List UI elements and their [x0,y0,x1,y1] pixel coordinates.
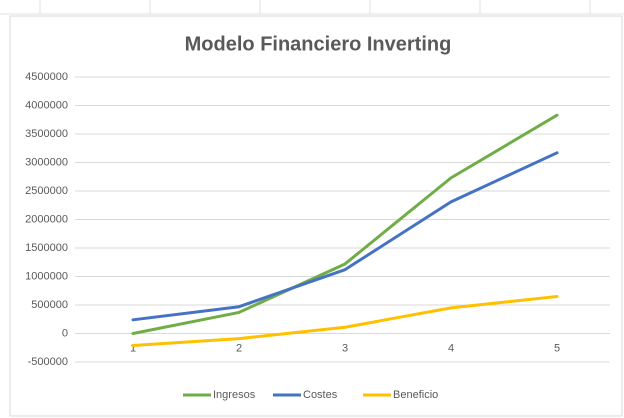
x-tick-label: 3 [342,342,348,354]
x-tick-label: 5 [554,342,560,354]
legend-label: Beneficio [393,389,438,401]
data-line [131,113,559,335]
sheet-background [0,0,624,15]
y-tick-label: 2000000 [25,213,68,225]
x-tick-label: 2 [236,342,242,354]
legend-label: Ingresos [213,389,256,401]
y-tick-label: -500000 [28,356,68,368]
x-tick-label: 1 [130,342,136,354]
y-tick-label: 0 [62,327,68,339]
data-line [131,294,559,347]
y-tick-label: 500000 [31,299,68,311]
chart-area [9,15,623,417]
y-tick-label: 2500000 [25,185,68,197]
y-tick-label: 3500000 [25,128,68,140]
chart-title: Modelo Financiero Inverting [185,33,452,55]
y-tick-label: 3000000 [25,156,68,168]
y-tick-label: 1500000 [25,242,68,254]
y-tick-label: 4000000 [25,99,68,111]
y-tick-label: 1000000 [25,270,68,282]
legend-label: Costes [303,389,338,401]
y-tick-label: 4500000 [25,71,68,83]
x-tick-label: 4 [448,342,454,354]
data-line [131,151,559,322]
